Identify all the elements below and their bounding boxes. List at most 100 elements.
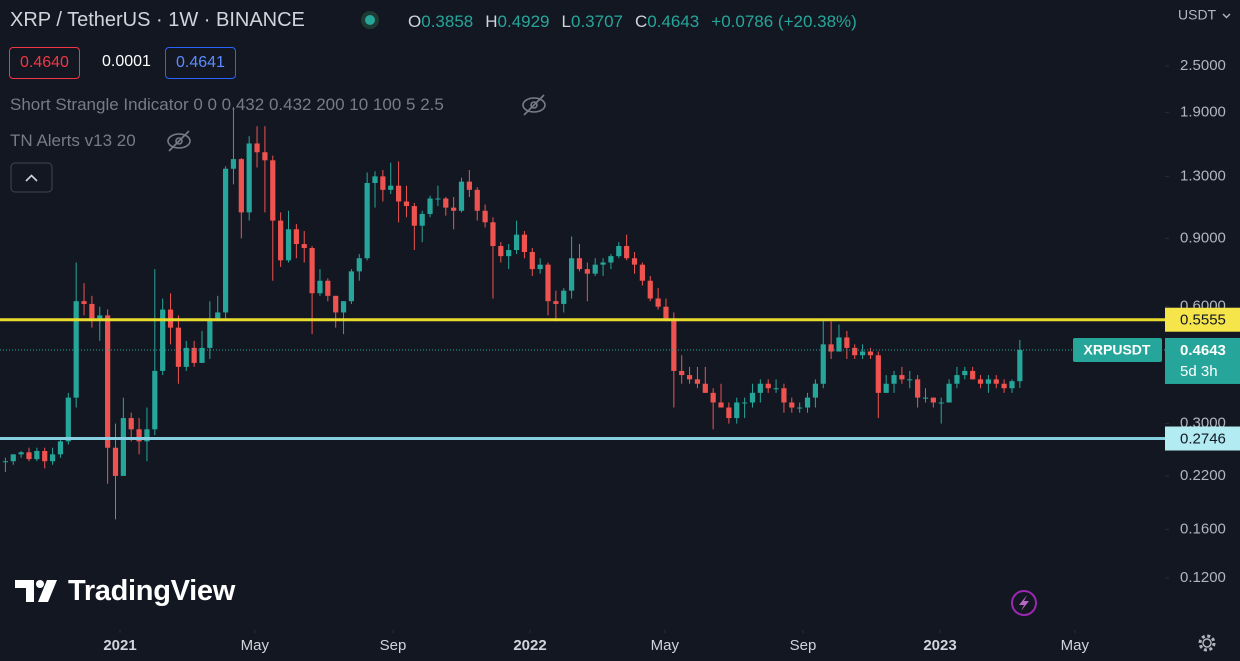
candle-body: [757, 383, 763, 393]
candle-body: [73, 301, 79, 398]
candle-body: [907, 379, 913, 381]
candle-body: [537, 264, 543, 270]
candle-body: [993, 379, 999, 384]
buy-price[interactable]: 0.4641: [165, 47, 236, 79]
candle-body: [466, 181, 472, 190]
symbol-tag-label: XRPUSDT: [1084, 342, 1151, 358]
candle-body: [922, 397, 929, 399]
candle-body: [781, 388, 787, 403]
y-tick-label: 0.9000: [1180, 229, 1226, 246]
brand-name: TradingView: [68, 575, 235, 607]
candle-body: [718, 402, 724, 408]
eye-pupil: [175, 137, 183, 145]
candle-body: [836, 337, 842, 352]
candle-body: [561, 290, 567, 304]
candle-body: [388, 185, 394, 190]
candle-body: [246, 143, 252, 213]
unit-caret: [1222, 13, 1231, 19]
y-tick-label: 1.9000: [1180, 103, 1226, 120]
candle-body: [112, 447, 119, 476]
candle-body: [97, 315, 103, 319]
ohlc-key: L: [561, 12, 571, 31]
candle-body: [136, 429, 142, 442]
price-unit[interactable]: USDT: [1178, 7, 1217, 23]
candle-body: [372, 176, 378, 183]
eye-shape: [522, 97, 546, 113]
candle-body: [396, 185, 402, 202]
ohlc-legend: O 0.3858 H 0.4929 L 0.3707 C 0.4643 +0.0786 …: [408, 12, 857, 32]
indicator-label[interactable]: Short Strangle Indicator 0 0 0.432 0.432…: [10, 95, 444, 114]
candle-body: [513, 234, 520, 250]
candle-body: [482, 210, 488, 223]
plot: 2.50001.90001.30000.90000.60000.30000.22…: [0, 57, 1240, 654]
candle-body: [356, 258, 362, 272]
sell-price[interactable]: 0.4640: [9, 47, 80, 79]
candle-body: [883, 383, 889, 393]
candle-body: [600, 262, 606, 265]
x-tick-label: 2023: [923, 637, 956, 654]
candle-body: [348, 271, 355, 302]
candle-body: [576, 258, 583, 270]
candle-body: [89, 303, 95, 319]
x-tick-label: Sep: [380, 637, 407, 654]
logo-dot: [36, 580, 44, 588]
collapse-frame[interactable]: [10, 162, 53, 193]
candle-body: [631, 258, 638, 265]
candle-body: [1017, 349, 1023, 382]
symbol-title[interactable]: XRP / TetherUS · 1W · BINANCE: [10, 9, 305, 31]
candle-body: [804, 397, 811, 408]
price-change: +0.0786 (+20.38%): [711, 12, 857, 31]
candle-body: [655, 298, 661, 307]
candle-body: [789, 402, 795, 408]
candle-body: [875, 355, 881, 393]
eye-off-icon[interactable]: [522, 94, 546, 116]
candle-body: [954, 375, 960, 384]
candle-body: [10, 454, 16, 462]
candle-body: [852, 347, 858, 356]
candle-body: [859, 351, 866, 356]
candle-body: [340, 301, 347, 313]
candle-body: [797, 407, 803, 409]
collapse-button[interactable]: [10, 162, 53, 193]
indicator-label[interactable]: TN Alerts v13 20: [10, 131, 136, 150]
candle-body: [380, 176, 386, 190]
candle-body: [105, 315, 111, 448]
candle-body: [891, 375, 897, 384]
settings-button[interactable]: [1198, 634, 1216, 652]
candle-body: [946, 383, 952, 403]
candle-body: [749, 392, 756, 403]
candle-body: [191, 347, 197, 363]
candle-body: [734, 402, 740, 419]
level-label: 0.2746: [1180, 430, 1226, 447]
candle-body: [293, 229, 299, 245]
candle-body: [427, 198, 433, 214]
candle-body: [451, 207, 457, 211]
candle-body: [915, 379, 921, 398]
candle-body: [278, 220, 284, 261]
candle-body: [938, 402, 944, 404]
candle-body: [309, 247, 315, 294]
candle-body: [364, 182, 370, 259]
candle-body: [828, 344, 834, 352]
candle-body: [42, 450, 48, 462]
candle-body: [899, 375, 905, 380]
eye-off-icon[interactable]: [167, 130, 191, 152]
candle-body: [647, 280, 653, 299]
candle-body: [592, 264, 598, 274]
candle-body: [215, 312, 221, 319]
candle-body: [254, 143, 260, 153]
candle-body: [521, 234, 528, 253]
candle-body: [160, 309, 166, 371]
level-label-box: [1165, 307, 1240, 332]
candle-body: [702, 383, 708, 393]
candle-body: [183, 347, 189, 367]
lightning-button[interactable]: [1011, 590, 1037, 616]
tradingview-logo-mark: [15, 580, 57, 602]
candle-body: [419, 213, 425, 226]
candle-body: [2, 461, 8, 463]
logo-t: [15, 580, 34, 602]
ohlc-key: O: [408, 12, 422, 31]
candle-body: [490, 222, 496, 247]
y-tick-label: 2.5000: [1180, 57, 1226, 74]
candle-body: [506, 249, 512, 257]
